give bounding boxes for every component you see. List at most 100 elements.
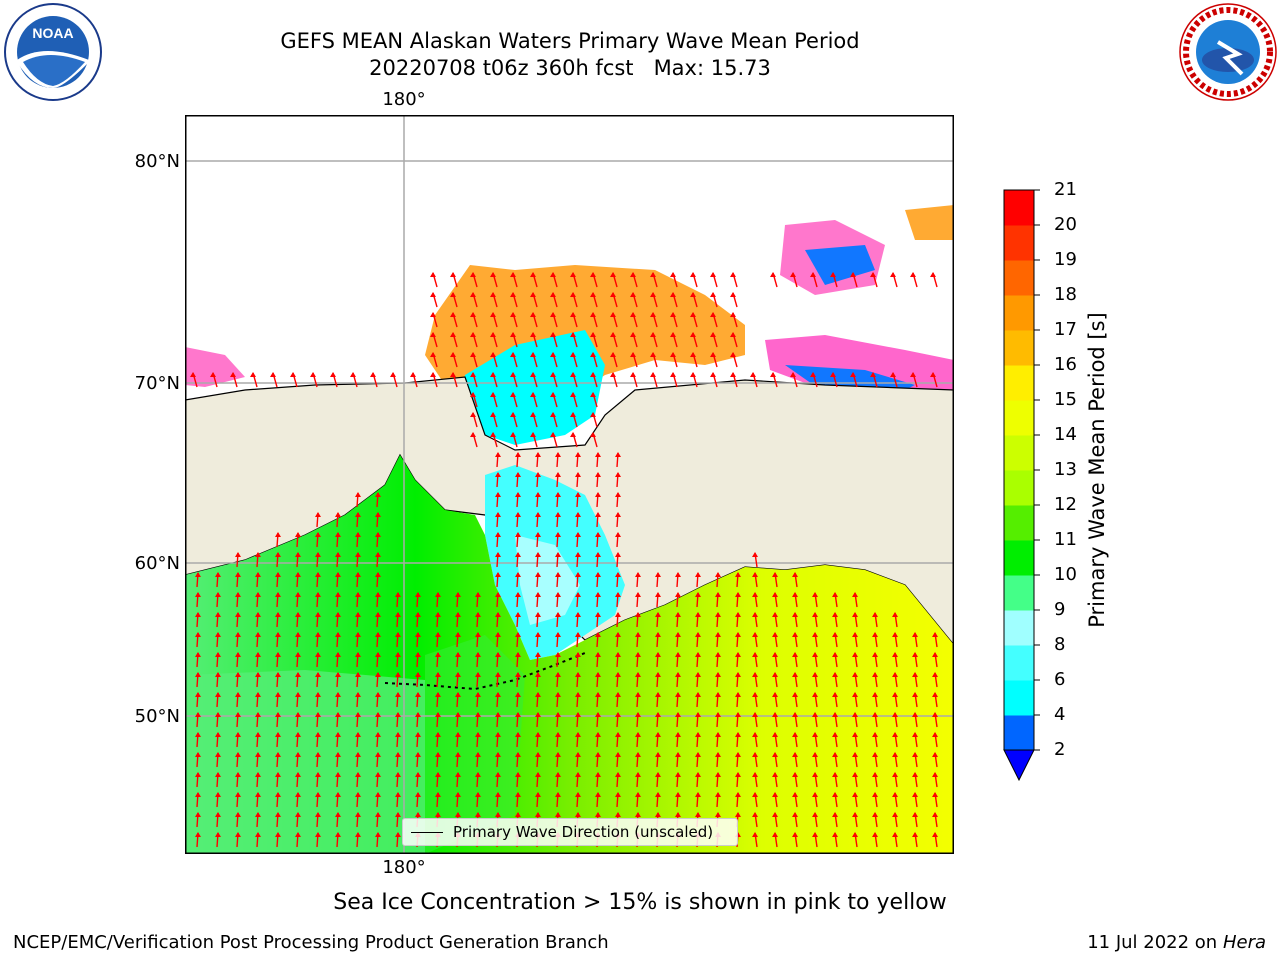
wave-arrow-head [535,572,541,577]
wave-arrow-head [575,512,581,517]
wave-arrow-head [575,812,581,817]
wave-arrow-head [315,592,321,597]
wave-arrow-head [872,772,878,777]
wave-arrow-head [395,692,401,697]
wave-arrow-head [595,592,601,597]
wave-arrow-head [335,532,341,537]
wave-arrow-head [872,752,878,757]
wave-arrow-head [215,592,221,597]
wave-arrow-head [832,772,838,777]
wave-arrow-head [555,732,561,737]
wave-arrow-head [255,572,261,577]
wave-arrow-head [710,272,716,277]
wave-arrow-head [832,812,838,817]
wave-arrow-head [255,672,261,677]
wave-arrow-head [852,792,858,797]
wave-arrow-head [495,492,501,497]
wave-arrow-head [355,672,361,677]
lat-label-60: 60°N [134,553,180,574]
wave-arrow-head [715,592,721,597]
wave-arrow-head [415,672,421,677]
wave-arrow-head [355,492,361,497]
wave-arrow-head [555,772,561,777]
wave-arrow-head [675,672,681,677]
wave-arrow-head [195,832,201,837]
lon-label-top: 180° [382,89,426,110]
wave-arrow-head [435,812,441,817]
wave-arrow-head [675,712,681,717]
wave-arrow-head [595,512,601,517]
wave-arrow-head [250,372,256,377]
wave-arrow-head [495,692,501,697]
colorbar-tick-label: 17 [1054,319,1077,340]
wave-arrow-head [772,592,778,597]
wave-arrow-head [892,812,898,817]
wave-arrow-head [555,572,561,577]
wave-arrow-head [832,652,838,657]
wave-arrow-head [490,272,496,277]
wave-arrow-head [335,572,341,577]
wave-arrow-head [335,592,341,597]
wave-arrow-head [590,272,596,277]
wave-arrow-head [270,372,276,377]
wave-arrow-head [570,412,576,417]
wave-arrow-head [495,712,501,717]
wave-arrow-head [615,532,621,537]
wave-arrow-head [735,692,741,697]
wave-arrow-head [872,632,878,637]
wave-arrow-head [892,712,898,717]
wave-arrow-head [852,672,858,677]
wave-arrow-head [515,532,521,537]
wave-arrow-head [530,392,536,397]
wave-arrow-head [315,552,321,557]
wave-arrow-head [315,672,321,677]
wave-arrow-head [912,832,918,837]
wave-arrow-head [595,632,601,637]
wave-arrow-head [295,572,301,577]
wave-arrow-head [535,712,541,717]
wave-arrow-head [872,712,878,717]
wave-arrow-head [872,612,878,617]
wave-arrow-head [215,612,221,617]
colorbar-tick-label: 19 [1054,249,1077,270]
wave-arrow-head [515,812,521,817]
wave-arrow-head [595,452,601,457]
wave-arrow-head [595,652,601,657]
wave-arrow-head [490,432,496,437]
colorbar-tick-label: 10 [1054,564,1077,585]
wave-arrow-head [695,752,701,757]
wave-arrow-head [535,612,541,617]
colorbar-segment [1004,610,1034,646]
wave-arrow-head [812,712,818,717]
colorbar-tick-label: 15 [1054,389,1077,410]
wave-arrow-head [752,712,758,717]
wave-arrow-head [570,332,576,337]
wave-arrow-head [495,552,501,557]
wave-arrow-head [615,552,621,557]
wave-arrow-head [235,792,241,797]
wave-arrow-head [595,792,601,797]
wave-arrow-head [235,832,241,837]
wave-arrow-head [435,672,441,677]
wave-arrow-head [275,552,281,557]
wave-arrow-head [315,632,321,637]
wave-arrow-head [870,372,876,377]
wave-arrow-head [195,592,201,597]
wave-arrow-head [215,572,221,577]
wave-arrow-head [470,412,476,417]
wave-arrow-head [832,792,838,797]
wave-arrow-head [375,512,381,517]
wave-arrow-head [395,732,401,737]
wave-arrow-head [715,692,721,697]
wave-arrow-head [470,292,476,297]
colorbar [1003,189,1040,782]
wave-arrow-head [550,432,556,437]
wave-arrow-head [892,752,898,757]
wave-arrow-head [852,592,858,597]
wave-arrow-head [335,632,341,637]
wave-arrow-head [792,672,798,677]
wave-arrow-head [370,372,376,377]
wave-arrow-head [430,292,436,297]
wave-arrow-head [830,272,836,277]
wave-arrow-head [555,532,561,537]
